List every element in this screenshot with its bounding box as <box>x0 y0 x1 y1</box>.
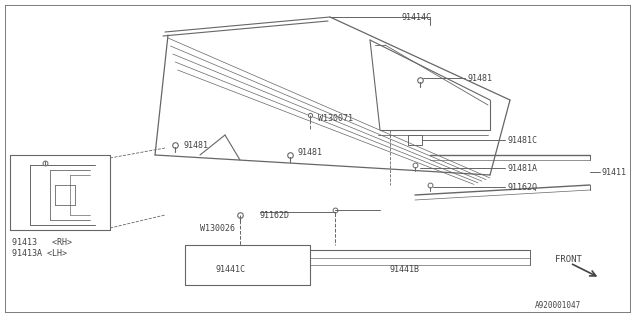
Text: 91481: 91481 <box>298 148 323 156</box>
Text: 91481C: 91481C <box>507 135 537 145</box>
Text: 91413A <LH>: 91413A <LH> <box>12 249 67 258</box>
Text: W130071: W130071 <box>318 114 353 123</box>
Bar <box>408 135 422 145</box>
Text: FRONT: FRONT <box>555 255 582 265</box>
Text: 91413   <RH>: 91413 <RH> <box>12 237 72 246</box>
Text: 91411: 91411 <box>602 167 627 177</box>
Text: 91481: 91481 <box>183 140 208 149</box>
Text: 91414C: 91414C <box>402 12 432 21</box>
Text: A920001047: A920001047 <box>535 300 581 309</box>
Text: 91441C: 91441C <box>215 266 245 275</box>
Text: 91481: 91481 <box>467 74 492 83</box>
Text: 91162Q: 91162Q <box>507 182 537 191</box>
Text: 91481A: 91481A <box>507 164 537 172</box>
Text: W130026: W130026 <box>200 223 235 233</box>
Text: 91441B: 91441B <box>390 266 420 275</box>
Text: 91162D: 91162D <box>260 211 290 220</box>
